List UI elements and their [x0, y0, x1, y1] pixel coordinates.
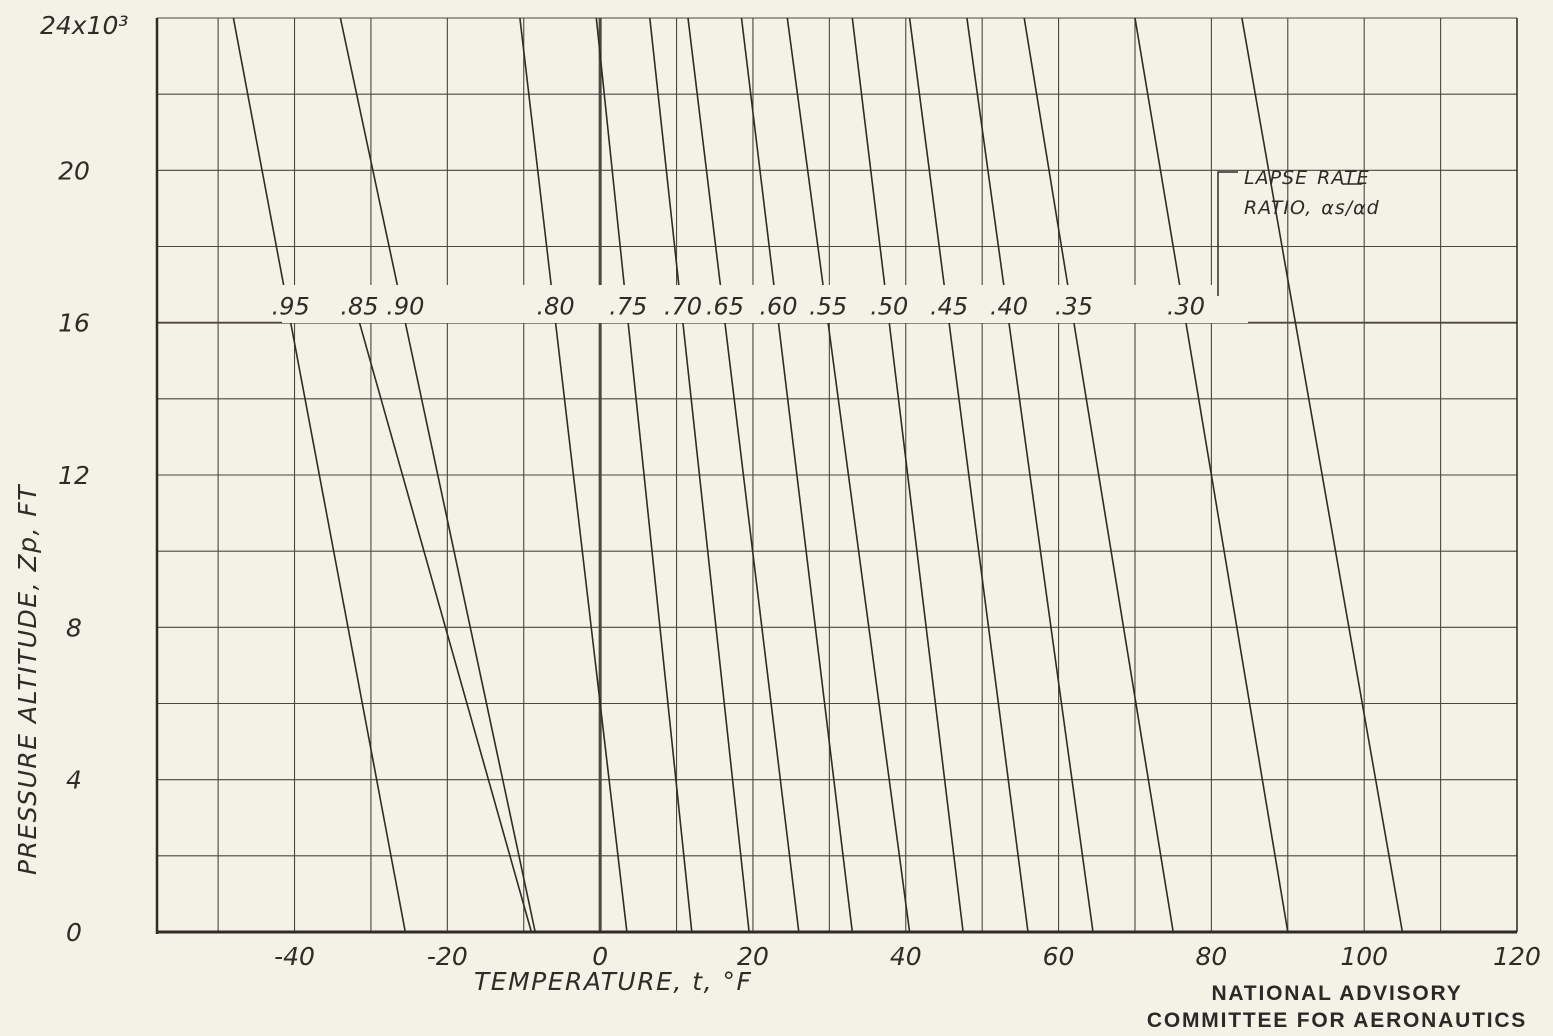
- series-label: .55: [809, 293, 847, 321]
- series-label: .60: [759, 293, 797, 321]
- series-label: .85: [340, 293, 378, 321]
- x-tick-label: 80: [1195, 942, 1227, 971]
- y-multiplier-label: 24x10³: [40, 11, 128, 40]
- axes: [155, 18, 1518, 934]
- y-axis-title: PRESSURE ALTITUDE, Zp, FT: [13, 484, 42, 875]
- series-line: [1134, 17, 1289, 933]
- y-tick-label: 0: [66, 918, 82, 947]
- series-line: [786, 17, 911, 933]
- credit-line-2: COMMITTEE FOR AERONAUTICS: [1146, 1009, 1528, 1032]
- x-tick-label: 120: [1493, 942, 1541, 971]
- grid: [157, 17, 1518, 932]
- series-lines: [232, 17, 1404, 933]
- series-label: .30: [1167, 293, 1205, 321]
- series-line: [851, 17, 964, 933]
- series-line: [1023, 17, 1174, 933]
- x-tick-labels: -40 -20 0 20 40 60 80 100 120: [274, 942, 1541, 971]
- series-line: [519, 17, 628, 933]
- x-tick-label: 60: [1043, 942, 1075, 971]
- x-tick-label: 40: [890, 942, 922, 971]
- series-label: .75: [609, 293, 647, 321]
- series-label: .95: [272, 293, 310, 321]
- naca-credit: NATIONAL ADVISORY COMMITTEE FOR AERONAUT…: [1127, 980, 1547, 1034]
- series-label: .50: [870, 293, 908, 321]
- series-labels: .95 .90 .85 .80 .75 .70.65 .60 .55 .50 .45 .40 .35.…: [272, 293, 1205, 321]
- series-line: [339, 17, 536, 933]
- credit-line-1: NATIONAL ADVISORY: [1211, 982, 1463, 1005]
- series-line: [358, 322, 533, 933]
- y-tick-labels: 0 4 8 12 16 20: [58, 156, 90, 947]
- series-line: [1241, 17, 1404, 933]
- series-line: [649, 17, 750, 933]
- series-label: .40: [990, 293, 1028, 321]
- y-tick-label: 20: [58, 156, 90, 185]
- series-label: .70: [664, 293, 702, 321]
- series-label: .80: [536, 293, 574, 321]
- series-line: [595, 17, 693, 933]
- y-tick-label: 8: [66, 613, 82, 642]
- y-tick-label: 16: [58, 309, 90, 338]
- x-tick-label: 100: [1340, 942, 1388, 971]
- lapse-rate-annotation: LAPSE RATE RATIO, αs/αd: [1217, 167, 1380, 296]
- x-axis-title: TEMPERATURE, t, °F: [474, 967, 752, 996]
- series-label: .45: [930, 293, 968, 321]
- series-label-band: [282, 285, 1248, 323]
- lapse-rate-annotation-text: LAPSE RATE RATIO, αs/αd: [1244, 167, 1380, 219]
- series-line: [687, 17, 800, 933]
- x-tick-label: 20: [737, 942, 769, 971]
- series-label: .35: [1055, 293, 1093, 321]
- series-line: [908, 17, 1029, 933]
- series-line: [232, 17, 407, 933]
- x-tick-label: -40: [274, 942, 315, 971]
- x-tick-label: -20: [427, 942, 468, 971]
- series-label: .90: [386, 293, 424, 321]
- series-line: [740, 17, 854, 933]
- y-tick-label: 12: [58, 461, 90, 490]
- series-line: [966, 17, 1094, 933]
- x-tick-label: 0: [592, 942, 608, 971]
- y-tick-label: 4: [66, 766, 82, 795]
- series-label: .65: [706, 293, 744, 321]
